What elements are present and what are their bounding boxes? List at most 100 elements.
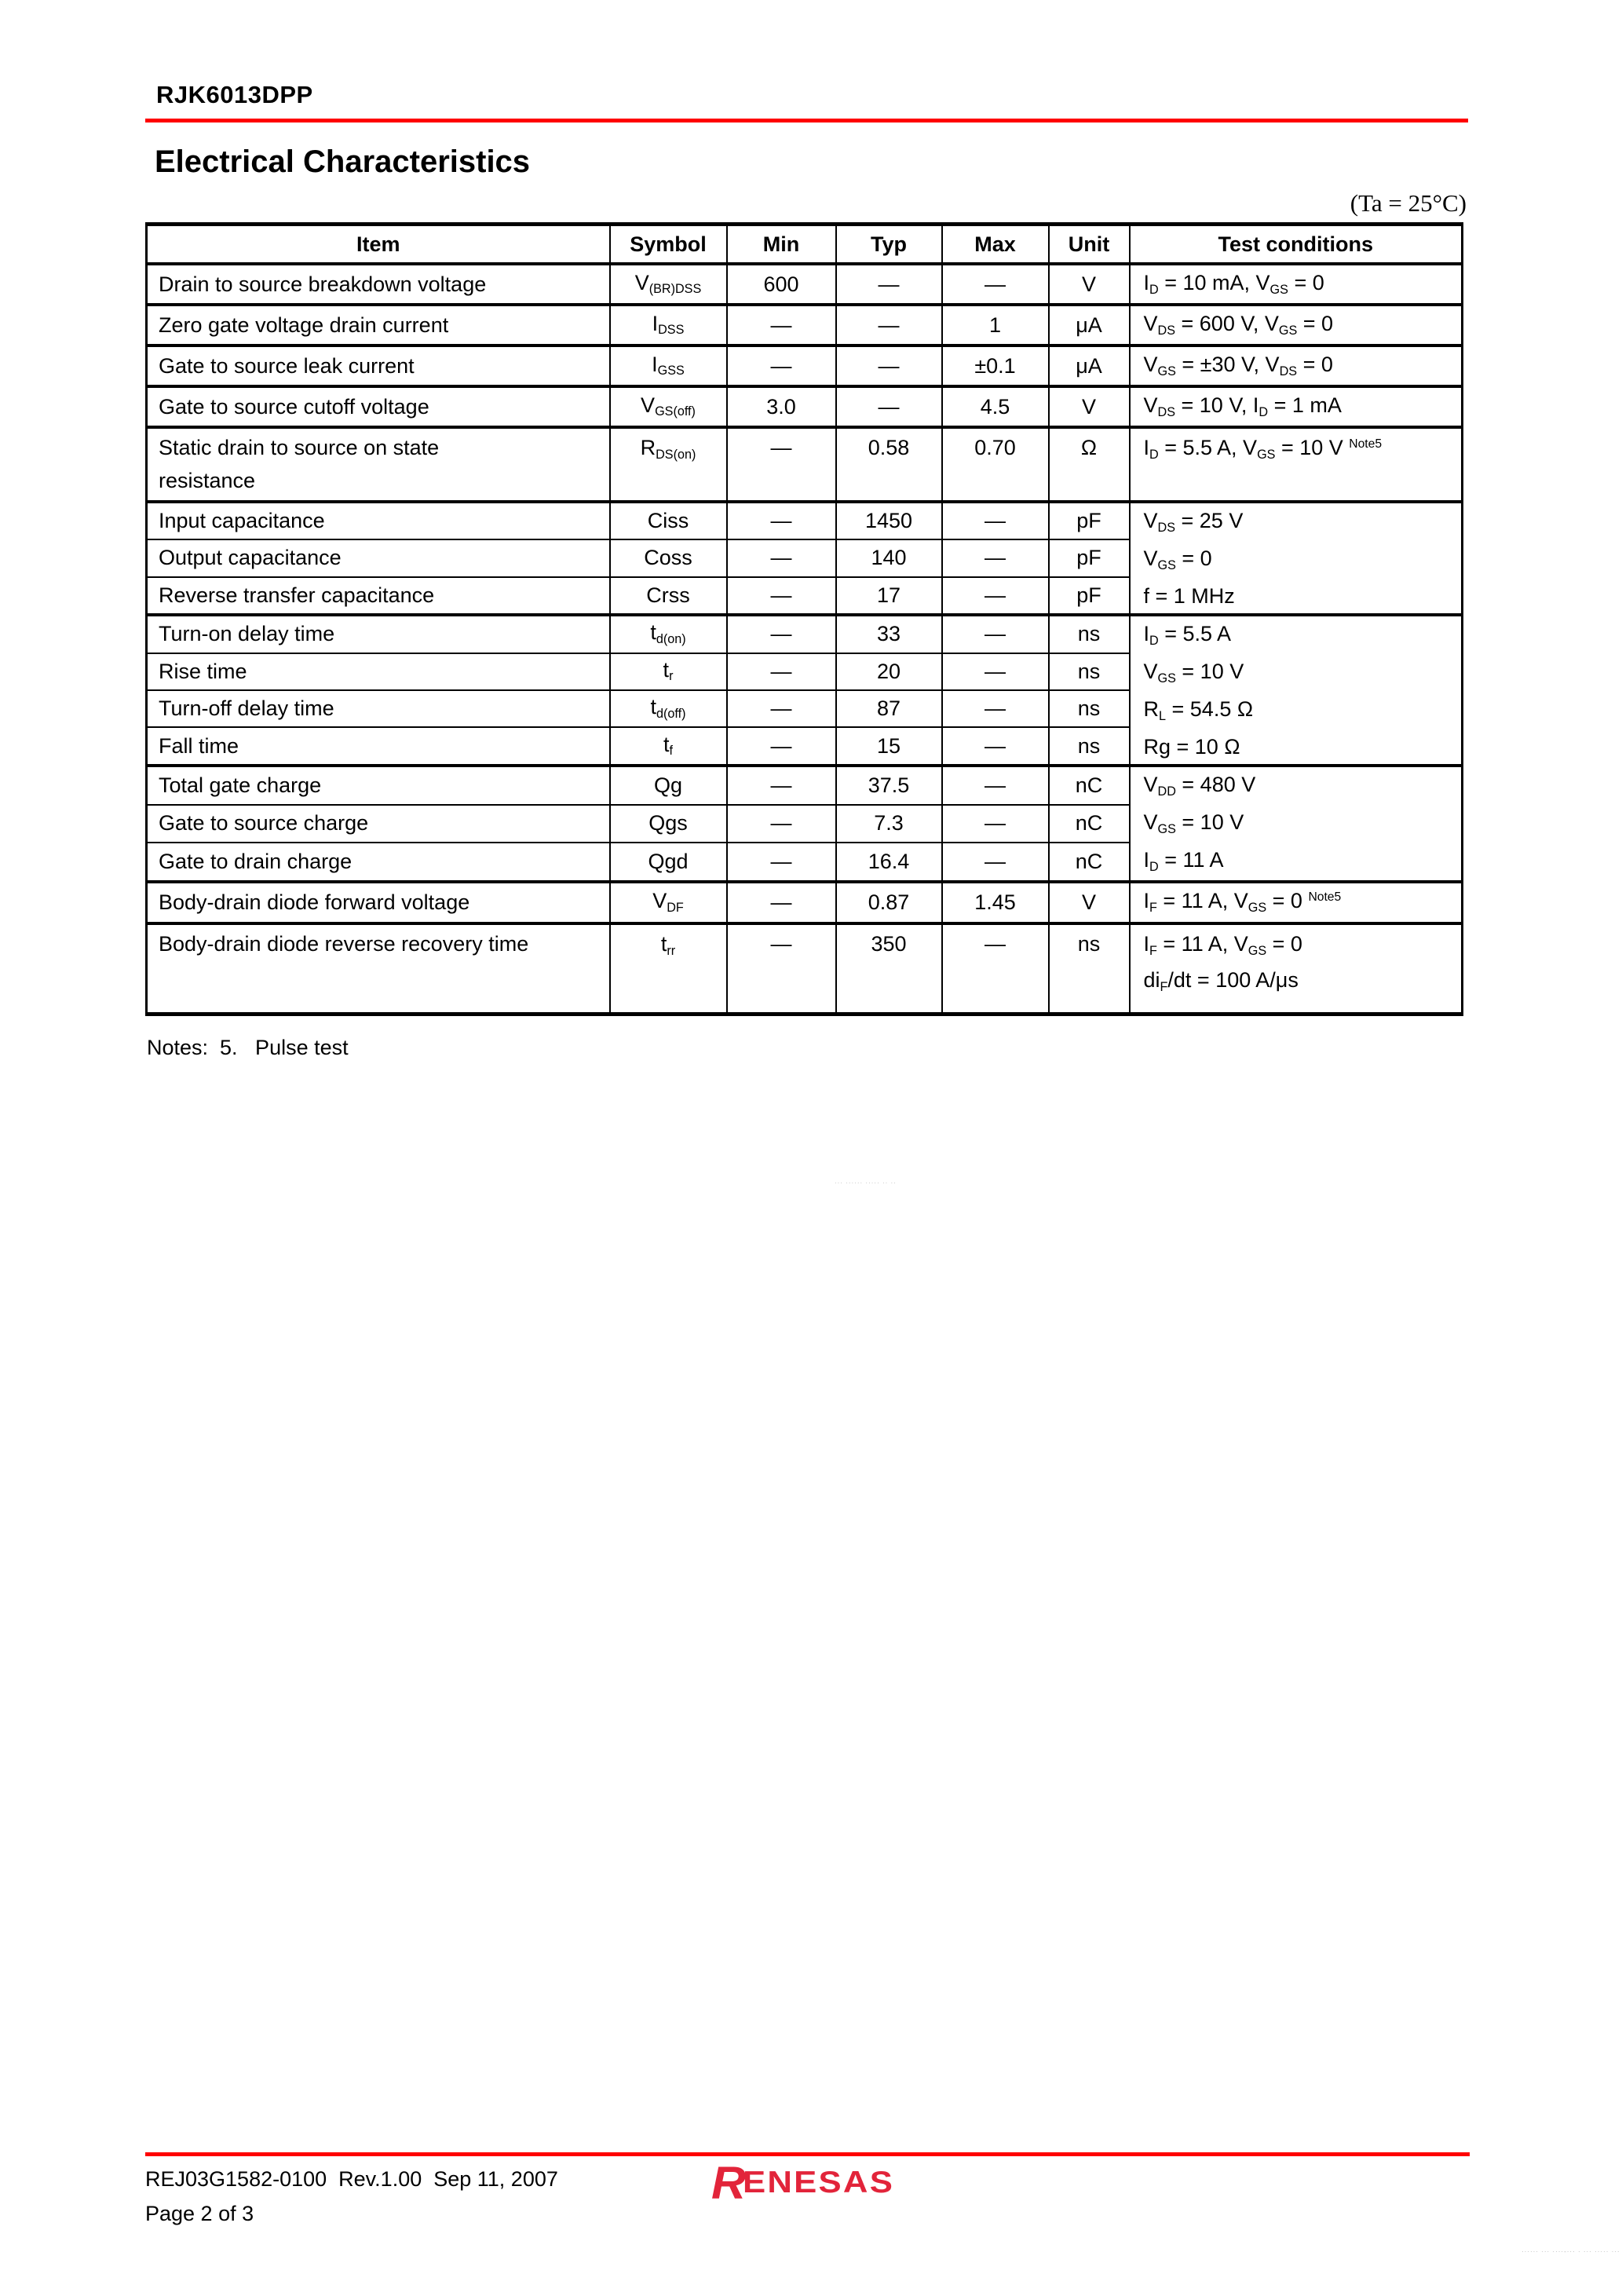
column-header: Item [145,224,610,265]
cell-item: Gate to drain charge [145,842,610,882]
cell-min: — [725,303,836,345]
cell-typ: 1450 [835,499,942,540]
table-row: Body-drain diode forward voltage VDF —0.87… [145,880,1463,923]
faint-watermark-bottom-right: ······ ··· ····-··· · ··· ····· ··· [1522,2248,1620,2255]
cell-min: — [725,344,836,386]
cell-min: — [725,499,836,540]
electrical-characteristics-table: Item Symbol Min Typ Max Unit Test conditions D… [145,222,1463,1016]
cell-unit: Ω [1047,426,1130,502]
cell-max: — [941,576,1049,615]
table-row: Gate to source charge Qgs —7.3— nC [145,803,1463,843]
cell-unit: pF [1047,576,1130,615]
table-row: Drain to source breakdown voltage V(BR)DS… [145,262,1463,305]
footer-rule [145,2152,1470,2156]
cell-min: — [725,842,836,882]
table-row: Gate to drain charge Qgd —16.4— nC [145,842,1463,882]
cell-min: 3.0 [725,385,836,427]
cell-item: Gate to source leak current [145,344,610,386]
cell-symbol: tr [608,652,727,690]
cell-unit: V [1047,880,1130,923]
cell-max: — [941,842,1049,882]
cell-unit: V [1047,262,1130,305]
cell-item: Zero gate voltage drain current [145,303,610,345]
cell-symbol: td(on) [608,613,727,653]
cell-max: 0.70 [941,426,1049,502]
cell-max: 1.45 [941,880,1049,923]
cell-max: ±0.1 [941,344,1049,386]
cell-test-conditions: VGS = ±30 V, VDS = 0 [1128,344,1463,386]
cell-item: Body-drain diode forward voltage [145,880,610,923]
cell-unit: ns [1047,689,1130,728]
cell-typ: 37.5 [835,764,942,805]
cell-symbol: Qgs [608,803,727,843]
cell-max: — [941,803,1049,843]
document-code: REJ03G1582-0100 Rev.1.00 Sep 11, 2007 [145,2167,558,2191]
cell-unit: nC [1047,803,1130,843]
cell-test-conditions: VDD = 480 V VGS = 10 V ID = 11 A [1128,764,1463,882]
cell-item: Body-drain diode reverse recovery time [145,922,610,1015]
cell-symbol: VGS(off) [608,385,727,427]
cell-min: — [725,652,836,690]
table-row: Reverse transfer capacitance Crss —17— pF [145,576,1463,615]
cell-unit: pF [1047,539,1130,577]
cell-max: — [941,726,1049,766]
table-row: Gate to source cutoff voltage VGS(off) 3.0… [145,385,1463,427]
cell-unit: ns [1047,613,1130,653]
cell-unit: nC [1047,842,1130,882]
renesas-logo-text: ENESAS [742,2166,894,2199]
cell-max: — [941,613,1049,653]
cell-test-conditions: ID = 5.5 A, VGS = 10 V Note5 [1128,426,1463,502]
cell-item: Turn-on delay time [145,613,610,653]
column-header: Unit [1047,224,1130,265]
column-header: Max [941,224,1049,265]
cell-min: — [725,426,836,502]
cell-typ: 140 [835,539,942,577]
cell-item: Reverse transfer capacitance [145,576,610,615]
table-header: Item Symbol Min Typ Max Unit Test conditions [145,224,1463,265]
table-row: Gate to source leak current IGSS — — ±0.1 μA V… [145,344,1463,386]
table-row: Static drain to source on state resistanc… [145,426,1463,502]
cell-symbol: Ciss [608,499,727,540]
part-number-title: RJK6013DPP [156,81,313,108]
cell-item: Gate to source charge [145,803,610,843]
column-header: Min [725,224,836,265]
cell-item: Drain to source breakdown voltage [145,262,610,305]
cell-typ: 15 [835,726,942,766]
cell-test-conditions: IF = 11 A, VGS = 0 diF/dt = 100 A/μs [1128,922,1463,1015]
cell-typ: — [835,385,942,427]
pulse-test-note: Notes: 5. Pulse test [147,1036,349,1059]
cell-typ: 7.3 [835,803,942,843]
cell-test-conditions: IF = 11 A, VGS = 0 Note5 [1128,880,1463,923]
cell-item: Input capacitance [145,499,610,540]
cell-item: Gate to source cutoff voltage [145,385,610,427]
cell-max: — [941,539,1049,577]
cell-test-conditions: ID = 10 mA, VGS = 0 [1128,262,1463,305]
cell-test-conditions: ID = 5.5 A VGS = 10 V RL = 54.5 Ω Rg = 10 Ω [1128,613,1463,766]
cell-min: — [725,689,836,728]
cell-min: — [725,803,836,843]
cell-symbol: VDF [608,880,727,923]
footer-body: REJ03G1582-0100 Rev.1.00 Sep 11, 2007 Pa… [145,2161,1470,2226]
column-header: Symbol [608,224,727,265]
table-row: Total gate charge Qg —37.5— nC VDD = 480 V VG… [145,764,1463,882]
cell-typ: 16.4 [835,842,942,882]
renesas-logo-r: R [711,2158,746,2209]
section-title: Electrical Characteristics [155,144,531,179]
column-header: Typ [835,224,942,265]
cell-typ: 33 [835,613,942,653]
cell-max: — [941,262,1049,305]
cell-symbol: IGSS [608,344,727,386]
cell-min: — [725,764,836,805]
cell-min: 600 [725,262,836,305]
header-rule [145,119,1468,122]
cell-unit: nC [1047,764,1130,805]
table-row: Body-drain diode reverse recovery time tr… [145,922,1463,1015]
cell-unit: V [1047,385,1130,427]
cell-typ: — [835,262,942,305]
cell-symbol: IDSS [608,303,727,345]
table-body: Drain to source breakdown voltage V(BR)DS… [145,262,1463,1015]
cell-min: — [725,880,836,923]
cell-min: — [725,726,836,766]
